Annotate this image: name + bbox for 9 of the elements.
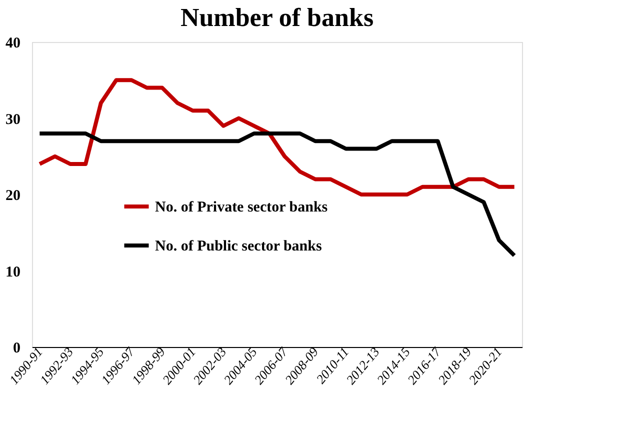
y-tick-label: 40 [6,36,20,52]
line-series [38,78,516,196]
y-tick-label: 30 [6,112,20,128]
y-tick-label: 20 [6,188,20,204]
y-tick-label: 10 [6,264,20,280]
line-series [38,132,516,258]
chart-title: Number of banks [180,3,374,32]
legend-label: No. of Public sector banks [155,238,322,254]
legend-label: No. of Private sector banks [155,200,328,216]
